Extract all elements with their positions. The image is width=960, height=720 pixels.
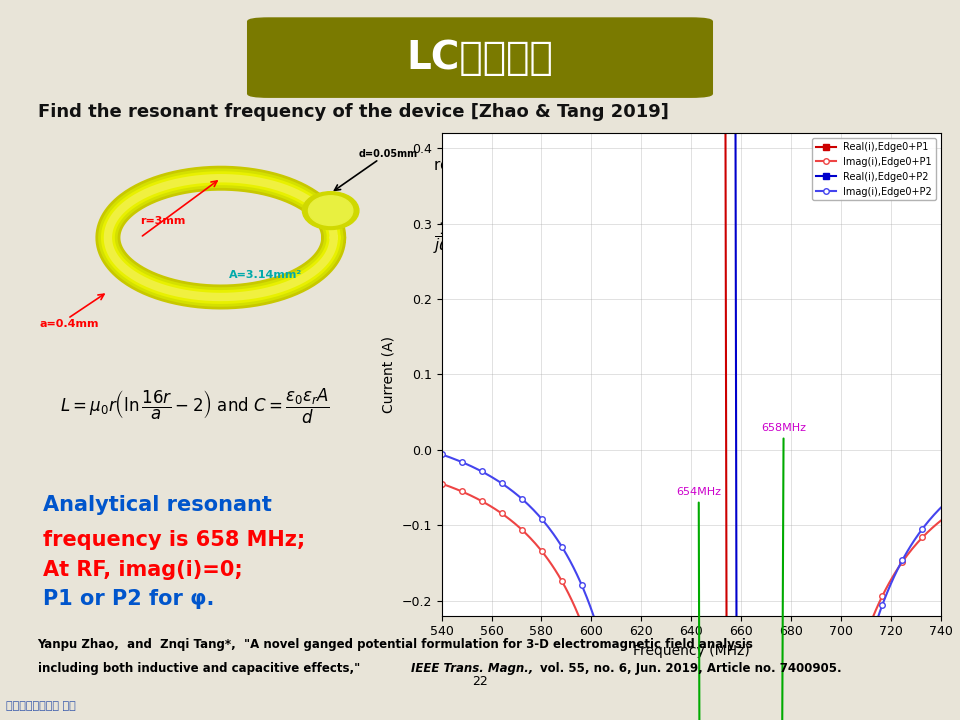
X-axis label: Frequency (MHz): Frequency (MHz) (633, 644, 750, 658)
Text: r=3mm: r=3mm (140, 216, 185, 226)
Text: P1 or P2 for φ.: P1 or P2 for φ. (43, 589, 215, 609)
Text: $L = \mu_0 r\left(\ln\dfrac{16r}{a} - 2\right)$ and $C = \dfrac{\varepsilon_0\va: $L = \mu_0 r\left(\ln\dfrac{16r}{a} - 2\… (60, 387, 329, 426)
Text: 658MHz: 658MHz (734, 423, 806, 720)
Y-axis label: Current (A): Current (A) (382, 336, 396, 413)
Text: Find the resonant frequency of the device [Zhao & Tang 2019]: Find the resonant frequency of the devic… (37, 102, 668, 120)
Text: IEEE Trans. Magn.,: IEEE Trans. Magn., (411, 662, 533, 675)
Text: d=0.05mm: d=0.05mm (359, 148, 418, 158)
Text: vol. 55, no. 6, Jun. 2019, Article no. 7400905.: vol. 55, no. 6, Jun. 2019, Article no. 7… (540, 662, 842, 675)
Circle shape (302, 192, 359, 230)
Text: Analytical resonant: Analytical resonant (43, 495, 273, 515)
Text: 654MHz: 654MHz (676, 487, 729, 720)
Text: $j\omega\nabla\cdot(\varepsilon\mathbf{A}) = 0$: $j\omega\nabla\cdot(\varepsilon\mathbf{A… (656, 298, 756, 317)
Text: including both inductive and capacitive effects,": including both inductive and capacitive … (37, 662, 360, 675)
Text: $\mathrm{rot}\,(\nu\,\mathrm{rot}\,\mathbf{A}) + \sigma(j\omega\mathbf{A} + \nab: $\mathrm{rot}\,(\nu\,\mathrm{rot}\,\math… (433, 156, 783, 174)
Text: At RF, imag(i)=0;: At RF, imag(i)=0; (43, 559, 243, 580)
Text: frequency is 658 MHz;: frequency is 658 MHz; (43, 530, 305, 550)
Circle shape (308, 196, 353, 225)
Text: $\dfrac{1}{j\omega}\nabla\cdot(-\sigma(j\omega\mathbf{A} + \nabla\varphi) - j\om: $\dfrac{1}{j\omega}\nabla\cdot(-\sigma(j… (433, 220, 771, 256)
Text: a=0.4mm: a=0.4mm (39, 319, 99, 329)
Text: 22: 22 (472, 675, 488, 688)
Text: Yanpu Zhao,  and  Znqi Tang*,  "A novel ganged potential formulation for 3-D ele: Yanpu Zhao, and Znqi Tang*, "A novel gan… (37, 638, 754, 651)
Legend: Real(i),Edge0+P1, Imag(i),Edge0+P1, Real(i),Edge0+P2, Imag(i),Edge0+P2: Real(i),Edge0+P1, Imag(i),Edge0+P1, Real… (812, 138, 936, 200)
Text: A=3.14mm²: A=3.14mm² (228, 270, 302, 280)
Text: 《电工技术学报》 发布: 《电工技术学报》 发布 (6, 701, 76, 711)
Text: LC共振结构: LC共振结构 (407, 39, 553, 76)
FancyBboxPatch shape (248, 18, 712, 97)
